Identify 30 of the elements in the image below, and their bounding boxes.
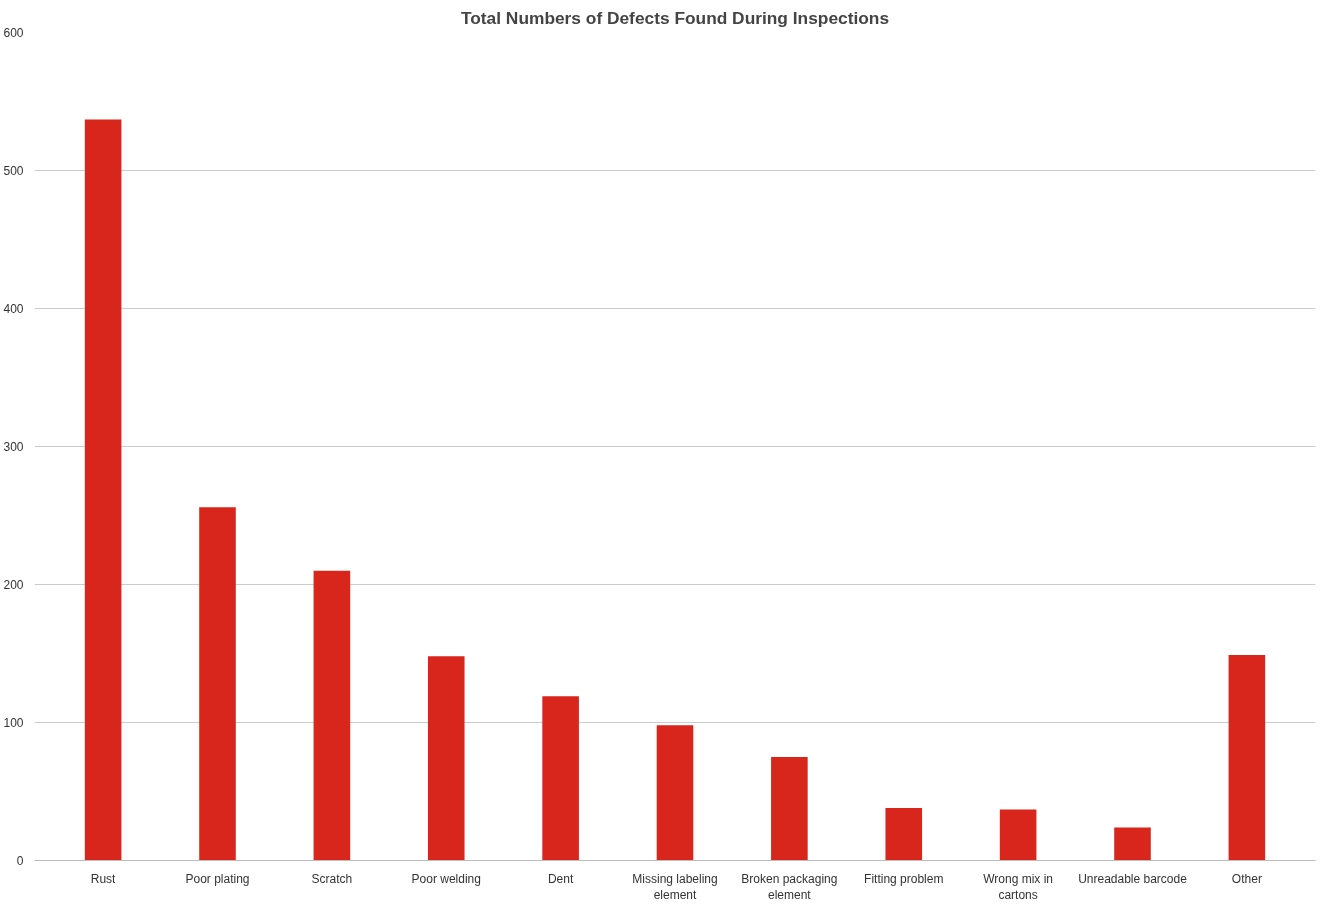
- x-tick-label: Missing labeling element: [632, 871, 718, 903]
- y-tick-label: 0: [16, 854, 24, 868]
- x-tick-label: Unreadable barcode: [1078, 871, 1188, 886]
- bar: [84, 119, 122, 861]
- x-tick-label: Poor plating: [185, 871, 250, 886]
- x-tick-label: Broken packaging element: [741, 871, 838, 903]
- x-tick-label: Scratch: [311, 871, 353, 886]
- bar: [199, 507, 236, 861]
- y-tick-label: 400: [3, 302, 24, 316]
- x-tick-label: Dent: [547, 871, 574, 886]
- y-tick-label: 600: [3, 26, 24, 40]
- y-tick-label: 200: [3, 578, 24, 592]
- bar: [885, 808, 923, 861]
- bar: [542, 696, 579, 861]
- bar: [771, 757, 808, 861]
- x-tick-label: Fitting problem: [864, 871, 944, 886]
- bar: [656, 725, 694, 861]
- y-tick-label: 300: [3, 440, 24, 454]
- y-tick-label: 500: [3, 164, 24, 178]
- x-tick-label: Rust: [90, 871, 117, 886]
- bar: [999, 809, 1037, 861]
- bar: [313, 570, 351, 861]
- x-tick-label: Other: [1231, 871, 1262, 886]
- x-tick-label: Poor welding: [411, 871, 481, 886]
- bar: [427, 656, 465, 861]
- bar: [1228, 654, 1266, 861]
- x-tick-label: Wrong mix in cartons: [983, 871, 1054, 903]
- bar: [1114, 827, 1151, 861]
- y-tick-label: 100: [3, 716, 24, 730]
- chart-title: Total Numbers of Defects Found During Inspections: [460, 7, 890, 28]
